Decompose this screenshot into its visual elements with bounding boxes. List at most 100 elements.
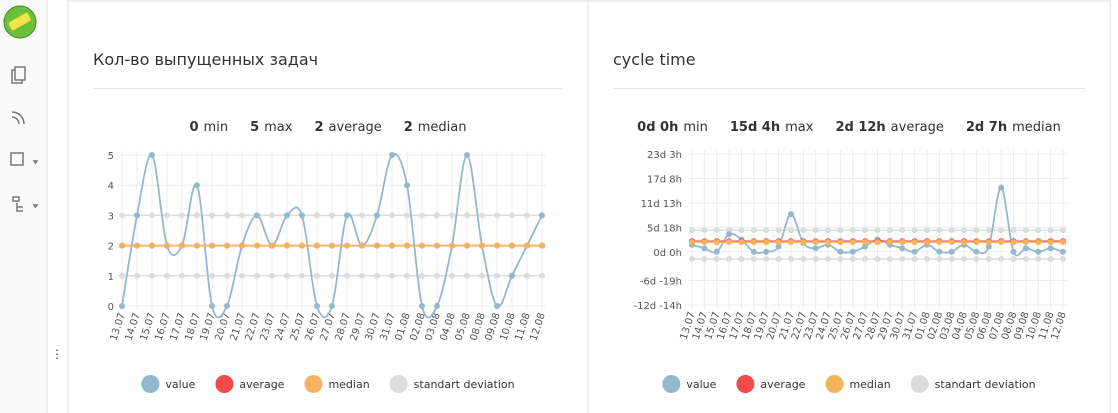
point: [1047, 245, 1054, 252]
point: [775, 239, 782, 246]
logo-mark: [8, 12, 31, 31]
point: [775, 256, 782, 263]
legend-label: median: [849, 378, 890, 391]
y-tick-label: 5d 18h: [647, 223, 682, 234]
point: [985, 239, 992, 246]
point: [209, 212, 215, 219]
point: [825, 239, 832, 246]
point: [434, 303, 440, 309]
share-icon[interactable]: [10, 152, 24, 166]
stat-value: 0d 0h: [637, 120, 678, 135]
point: [119, 303, 125, 309]
point: [961, 256, 968, 263]
stat-label: average: [328, 120, 381, 135]
y-tick-label: 2: [108, 242, 114, 253]
point: [874, 227, 881, 234]
point: [419, 242, 425, 249]
point: [179, 212, 185, 219]
point: [374, 212, 380, 219]
point: [524, 212, 530, 219]
point: [1010, 239, 1017, 246]
point: [134, 212, 140, 219]
y-tick-label: 23d 3h: [647, 150, 682, 161]
point: [524, 272, 530, 279]
point: [750, 227, 757, 234]
y-tick-label: 0d 0h: [653, 248, 682, 259]
point: [209, 303, 215, 309]
point: [344, 272, 350, 279]
point: [837, 256, 844, 263]
point: [911, 239, 918, 246]
point: [314, 303, 320, 309]
point: [374, 242, 380, 249]
stat-label: max: [785, 120, 814, 135]
point: [344, 242, 350, 249]
point: [419, 212, 425, 219]
point: [985, 256, 992, 263]
tree-icon[interactable]: [12, 196, 23, 212]
point: [284, 212, 290, 219]
point: [1035, 256, 1042, 263]
legend-swatch: [910, 375, 929, 393]
legend-swatch: [215, 375, 234, 393]
point: [209, 272, 215, 279]
point: [849, 227, 856, 234]
point: [899, 227, 906, 234]
point: [464, 152, 470, 158]
point: [812, 245, 819, 252]
caret: [32, 204, 39, 209]
point: [329, 212, 335, 219]
point: [1060, 248, 1066, 255]
point: [726, 256, 733, 263]
point: [998, 239, 1005, 246]
point: [763, 256, 770, 263]
point: [689, 256, 695, 263]
point: [509, 212, 515, 219]
point: [812, 239, 819, 246]
point: [269, 212, 275, 219]
point: [284, 272, 290, 279]
stat-label: min: [683, 120, 708, 135]
stat-value: 2: [314, 120, 323, 135]
point: [1035, 248, 1042, 255]
y-tick-label: 17d 8h: [647, 174, 682, 185]
point: [149, 242, 155, 249]
chart-title: cycle time: [613, 50, 696, 69]
point: [862, 227, 869, 234]
rss-icon[interactable]: [11, 111, 25, 125]
point: [837, 248, 844, 255]
point: [948, 239, 955, 246]
point: [434, 272, 440, 279]
point: [689, 239, 695, 246]
legend-label: average: [239, 378, 284, 391]
point: [299, 272, 305, 279]
point: [194, 212, 200, 219]
point: [1060, 256, 1066, 263]
point: [775, 227, 782, 234]
point: [164, 242, 170, 249]
point: [434, 242, 440, 249]
point: [849, 248, 856, 255]
point: [911, 256, 918, 263]
point: [464, 242, 470, 249]
point: [314, 212, 320, 219]
point: [524, 242, 530, 249]
point: [775, 243, 782, 250]
resize-handle[interactable]: ⋮: [51, 347, 63, 361]
point: [344, 212, 350, 219]
point: [750, 256, 757, 263]
point: [539, 242, 545, 249]
point: [119, 212, 125, 219]
point: [973, 256, 980, 263]
point: [389, 212, 395, 219]
point: [479, 212, 485, 219]
point: [239, 272, 245, 279]
point: [998, 184, 1005, 191]
point: [179, 272, 185, 279]
point: [1035, 239, 1042, 246]
point: [911, 227, 918, 234]
point: [948, 227, 955, 234]
point: [1047, 239, 1054, 246]
point: [886, 239, 893, 246]
point: [726, 239, 733, 246]
